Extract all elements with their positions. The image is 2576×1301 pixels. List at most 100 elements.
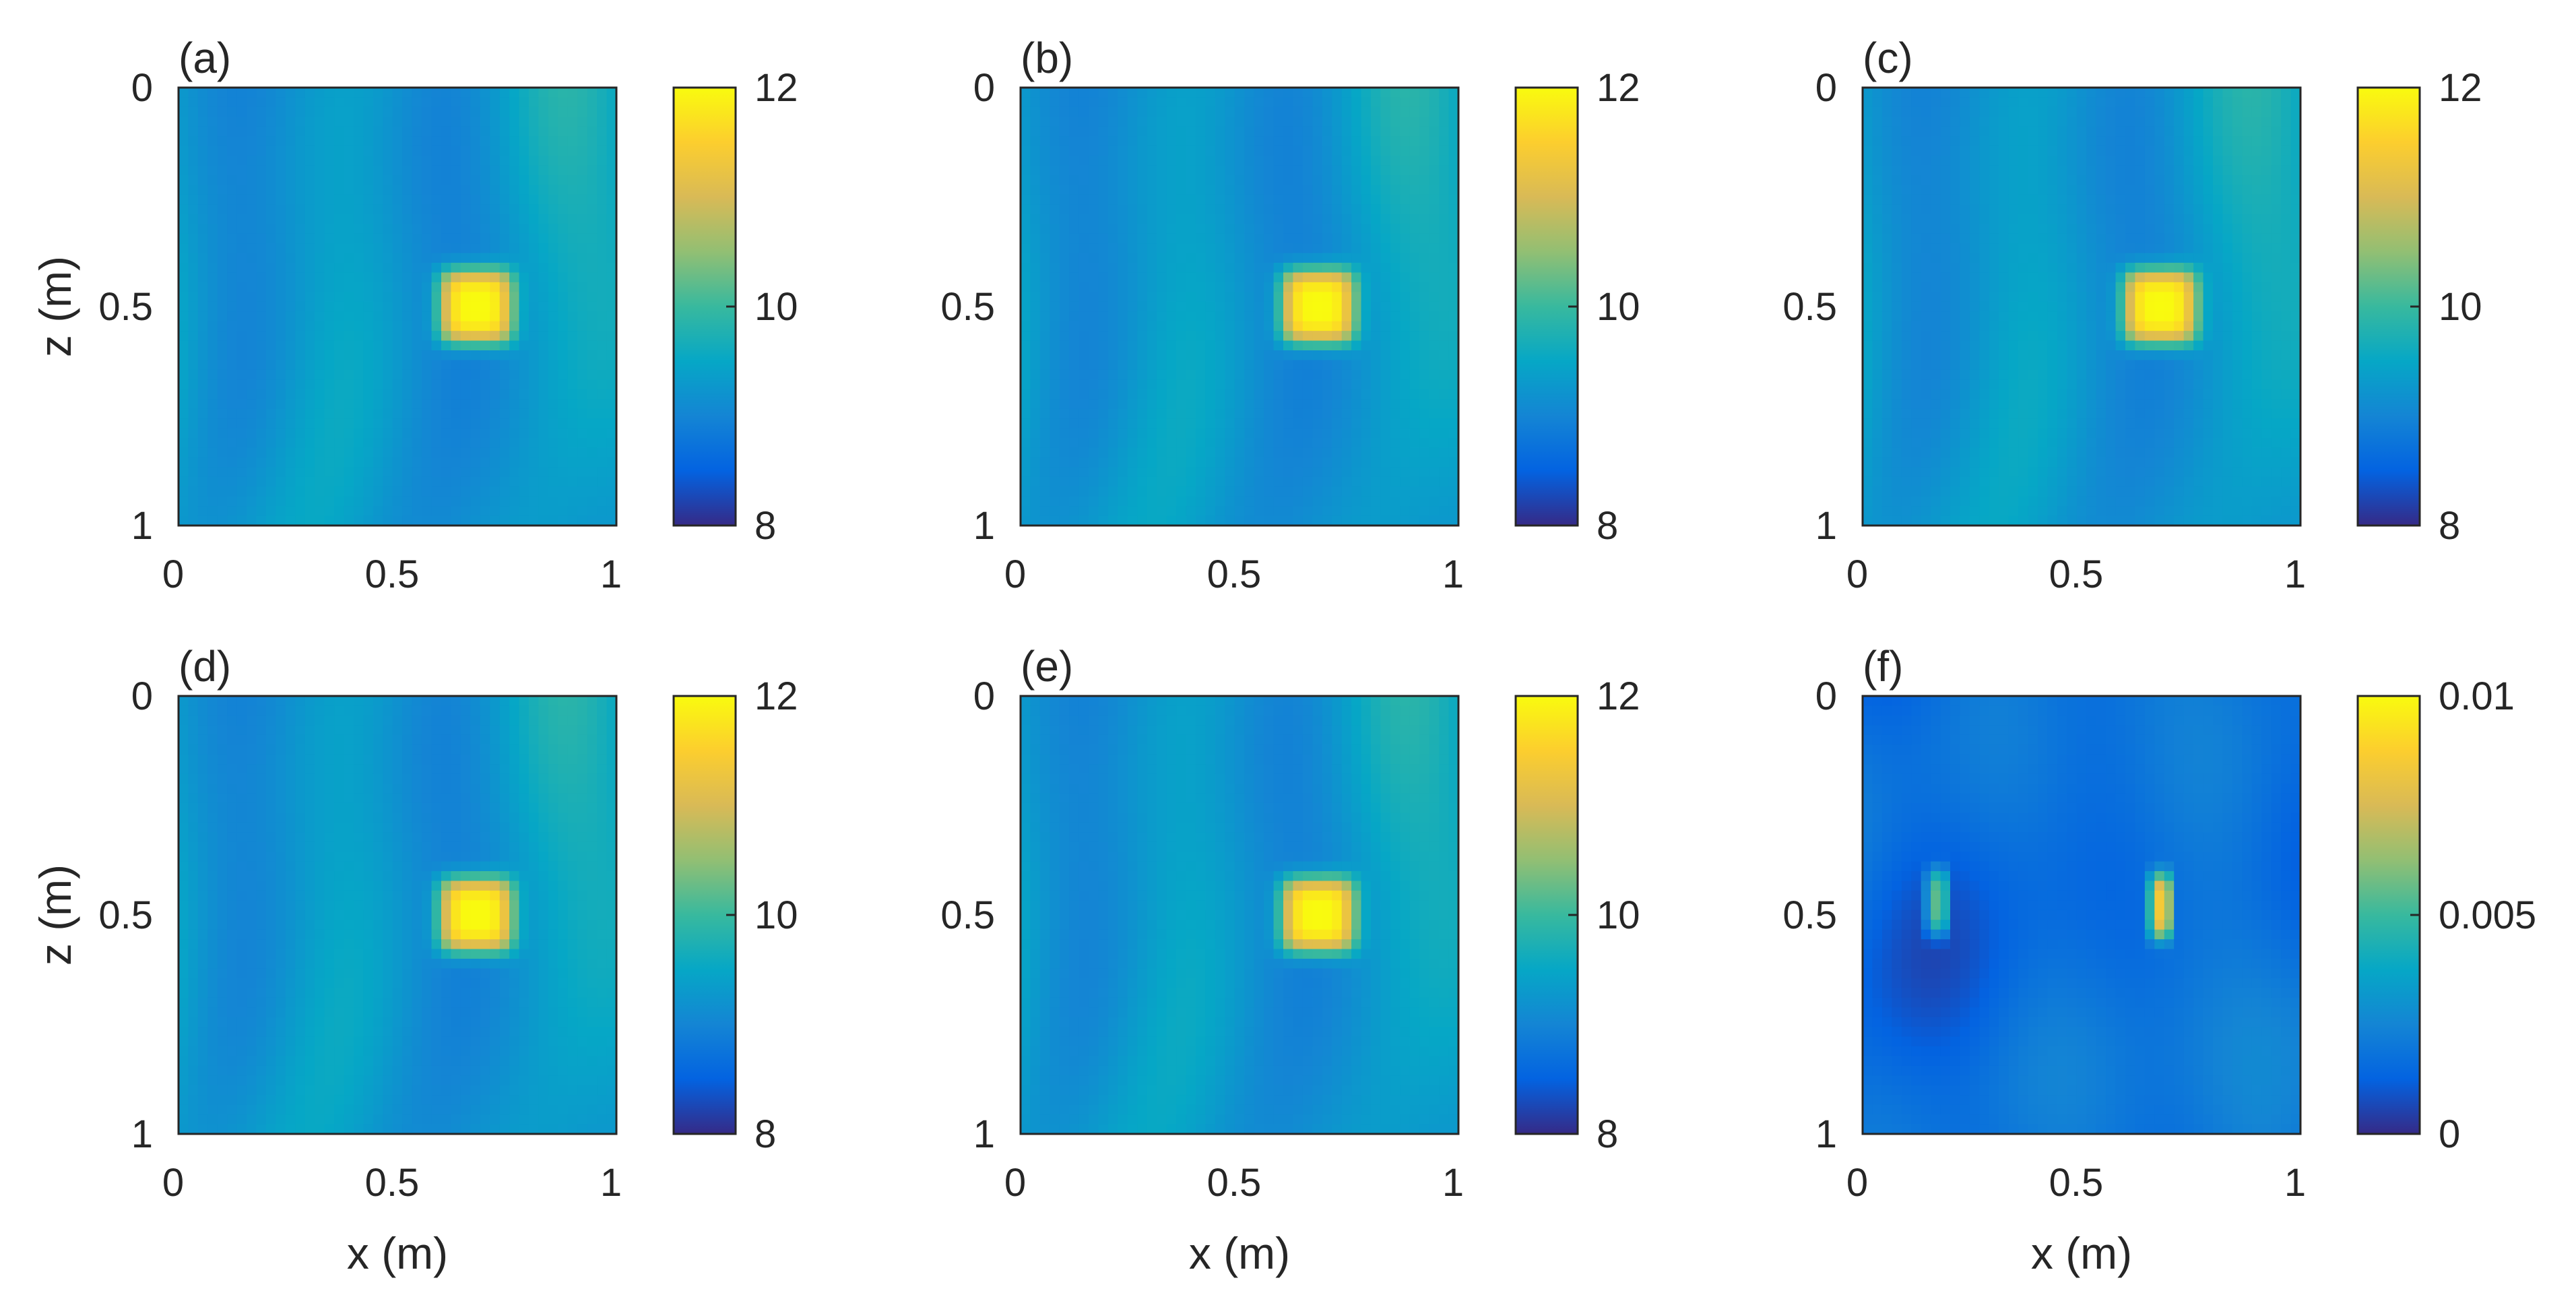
- heatmap-cell: [1166, 106, 1177, 117]
- heatmap-cell: [324, 438, 335, 449]
- heatmap-cell: [412, 340, 422, 351]
- heatmap-cell: [2018, 506, 2029, 517]
- heatmap-cell: [247, 301, 257, 312]
- heatmap-cell: [1137, 506, 1148, 517]
- heatmap-cell: [1215, 282, 1225, 292]
- heatmap-cell: [373, 136, 383, 147]
- heatmap-cell: [519, 243, 529, 254]
- heatmap-cell: [1999, 321, 2009, 331]
- heatmap-cell: [276, 165, 286, 176]
- heatmap-cell: [1409, 399, 1420, 410]
- heatmap-cell: [1989, 515, 1999, 526]
- heatmap-cell: [587, 106, 598, 117]
- heatmap-cell: [1390, 214, 1400, 224]
- heatmap-cell: [587, 88, 598, 98]
- heatmap-cell: [1254, 301, 1264, 312]
- heatmap-cell: [529, 389, 540, 400]
- heatmap-cell: [256, 360, 267, 371]
- heatmap-cell: [558, 146, 569, 156]
- heatmap-cell: [1050, 272, 1060, 283]
- heatmap-cell: [1312, 467, 1323, 478]
- heatmap-cell: [256, 106, 267, 117]
- heatmap-cell: [509, 447, 520, 458]
- heatmap-cell: [392, 175, 403, 186]
- heatmap-cell: [1371, 175, 1382, 186]
- heatmap-cell: [412, 438, 422, 449]
- heatmap-cell: [567, 515, 578, 526]
- heatmap-cell: [577, 97, 588, 108]
- heatmap-cell: [2047, 486, 2058, 497]
- heatmap-cell: [2057, 97, 2067, 108]
- heatmap-cell: [1931, 146, 1941, 156]
- heatmap-cell: [1021, 233, 1031, 244]
- heatmap-cell: [1429, 214, 1440, 224]
- heatmap-cell: [509, 467, 520, 478]
- heatmap-cell: [315, 272, 325, 283]
- heatmap-cell: [227, 243, 238, 254]
- heatmap-cell: [1969, 97, 1980, 108]
- heatmap-cell: [1960, 447, 1970, 458]
- heatmap-cell: [1293, 224, 1303, 234]
- heatmap-cell: [1322, 165, 1332, 176]
- heatmap-cell: [1429, 156, 1440, 166]
- heatmap-cell: [460, 301, 471, 312]
- heatmap-cell: [1341, 350, 1352, 361]
- heatmap-cell: [1283, 204, 1294, 215]
- heatmap-cell: [529, 282, 540, 292]
- heatmap-cell: [197, 272, 208, 283]
- heatmap-cell: [1078, 185, 1089, 195]
- heatmap-cell: [324, 399, 335, 410]
- heatmap-cell: [188, 506, 199, 517]
- heatmap-cell: [412, 233, 422, 244]
- heatmap-cell: [1901, 301, 1912, 312]
- heatmap-cell: [470, 438, 481, 449]
- heatmap-cell: [2047, 156, 2058, 166]
- heatmap-cell: [1863, 515, 1873, 526]
- heatmap-cell: [1950, 194, 1961, 205]
- heatmap-cell: [1863, 399, 1873, 410]
- heatmap-cell: [1371, 194, 1382, 205]
- heatmap-cell: [1950, 253, 1961, 263]
- heatmap-cell: [236, 185, 247, 195]
- heatmap-cell: [1205, 506, 1216, 517]
- heatmap-cell: [451, 165, 461, 176]
- heatmap-cell: [1069, 117, 1080, 127]
- heatmap-cell: [276, 457, 286, 468]
- heatmap-cell: [227, 88, 238, 98]
- heatmap-cell: [1892, 272, 1902, 283]
- heatmap-cell: [197, 165, 208, 176]
- heatmap-cell: [1089, 447, 1099, 458]
- heatmap-cell: [1147, 467, 1157, 478]
- heatmap-cell: [256, 282, 267, 292]
- heatmap-cell: [1439, 146, 1450, 156]
- heatmap-cell: [266, 350, 277, 361]
- heatmap-cell: [1050, 447, 1060, 458]
- heatmap-cell: [460, 399, 471, 410]
- x-tick-label: 0.5: [365, 552, 420, 596]
- heatmap-cell: [1863, 428, 1873, 439]
- heatmap-cell: [383, 311, 393, 322]
- heatmap-cell: [344, 369, 354, 380]
- heatmap-cell: [334, 165, 345, 176]
- heatmap-cell: [1863, 233, 1873, 244]
- heatmap-cell: [1283, 282, 1294, 292]
- heatmap-cell: [392, 321, 403, 331]
- heatmap-cell: [276, 321, 286, 331]
- heatmap-cell: [460, 418, 471, 429]
- heatmap-cell: [392, 194, 403, 205]
- heatmap-cell: [1322, 88, 1332, 98]
- heatmap-cell: [1234, 292, 1245, 303]
- heatmap-cell: [1901, 399, 1912, 410]
- heatmap-cell: [1969, 379, 1980, 390]
- heatmap-cell: [1059, 447, 1070, 458]
- heatmap-cell: [1225, 233, 1235, 244]
- heatmap-cell: [1176, 369, 1187, 380]
- heatmap-cell: [499, 214, 510, 224]
- heatmap-cell: [1351, 126, 1362, 137]
- heatmap-cell: [1157, 175, 1167, 186]
- heatmap-cell: [1118, 369, 1128, 380]
- heatmap-cell: [606, 224, 617, 234]
- heatmap-cell: [1137, 204, 1148, 215]
- heatmap-cell: [1186, 321, 1196, 331]
- heatmap-cell: [2038, 106, 2049, 117]
